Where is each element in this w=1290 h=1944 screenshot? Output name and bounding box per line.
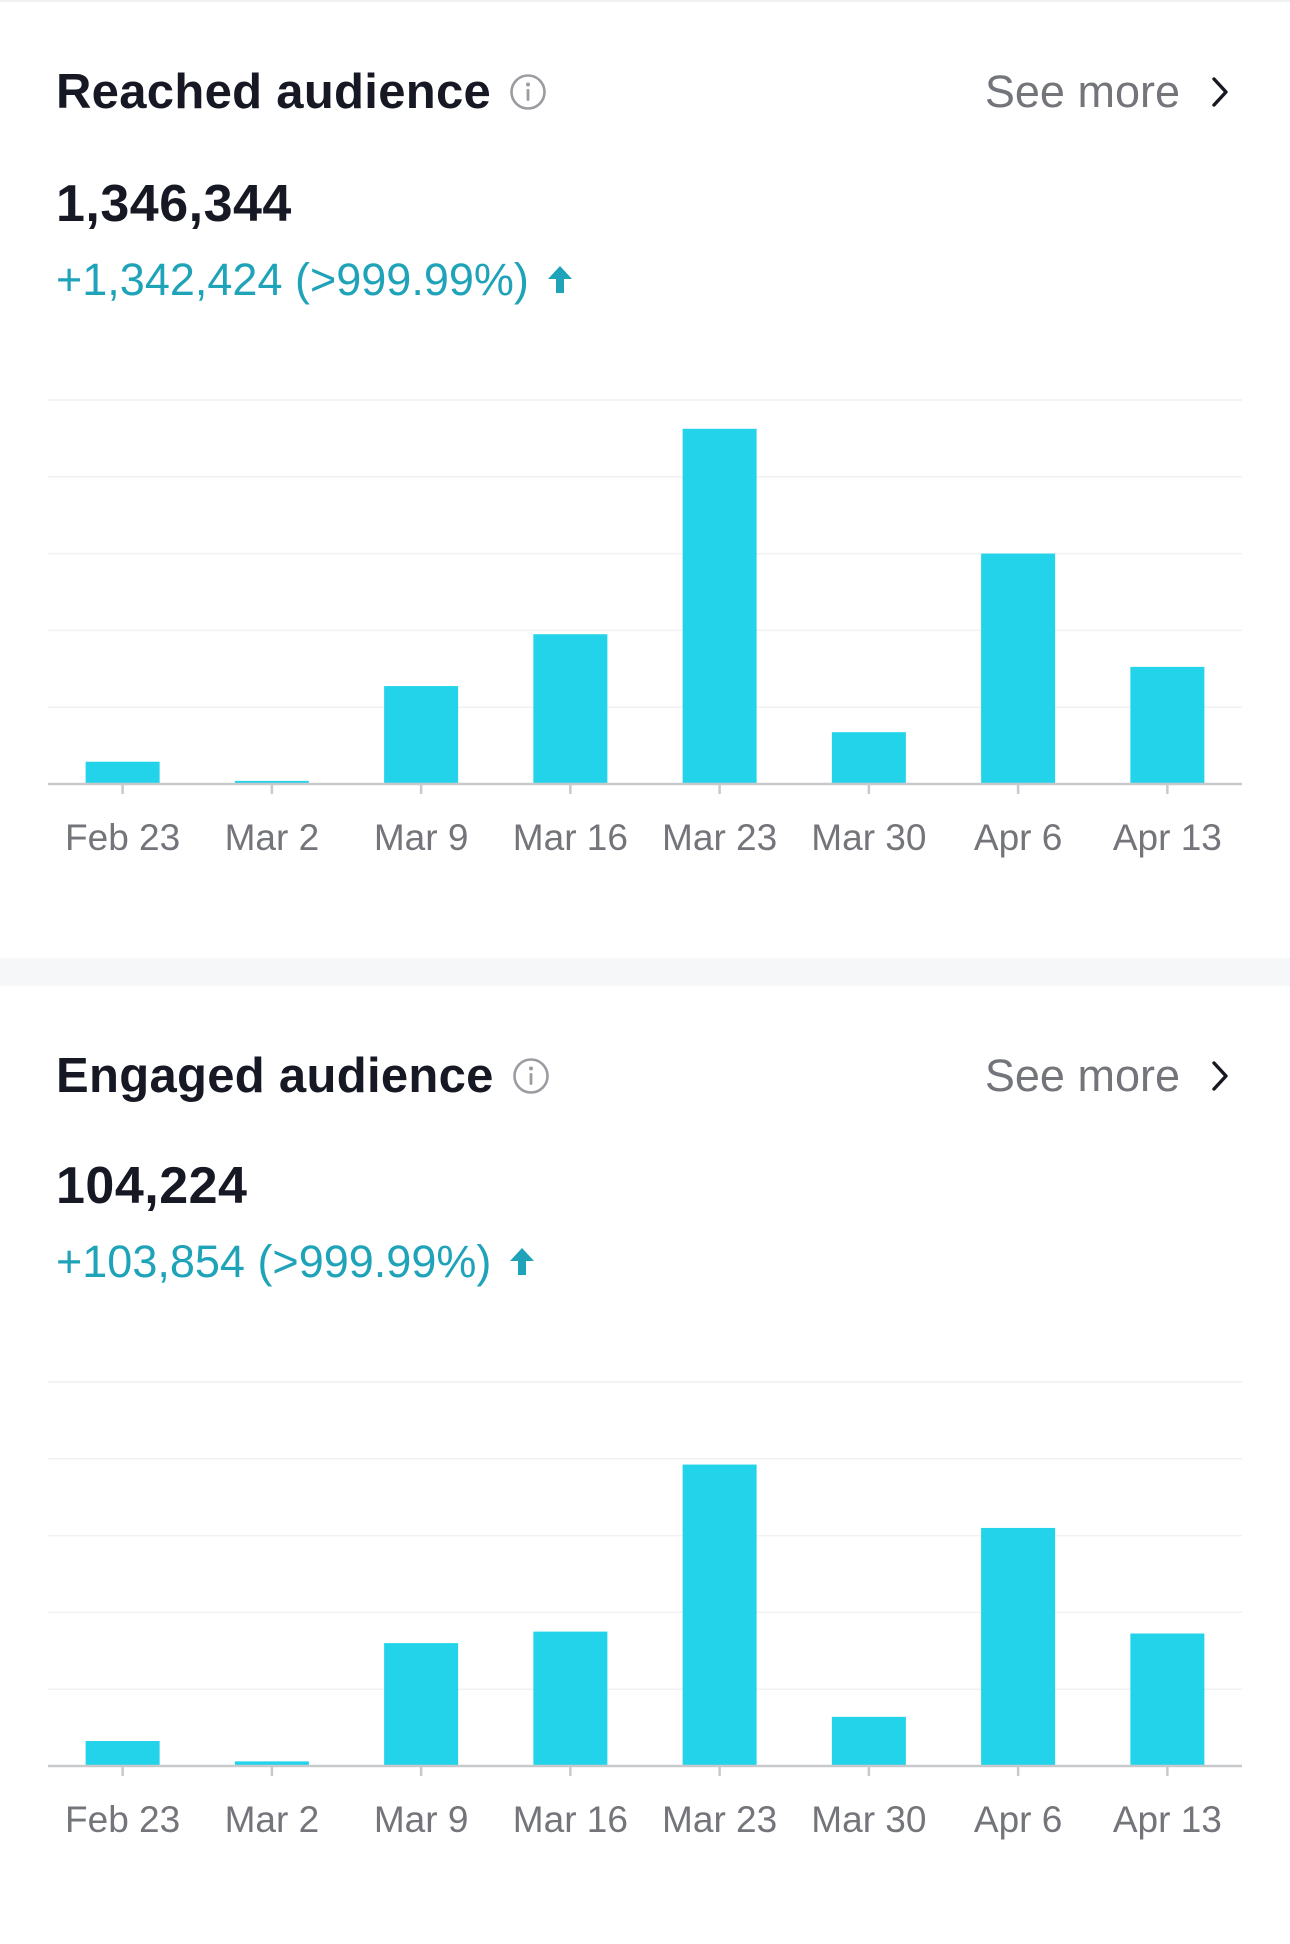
arrow-up-icon	[510, 1248, 535, 1275]
x-tick-label: Mar 30	[811, 1799, 926, 1840]
reached-audience-card: Reached audience See more 1,346,344 +1,3…	[0, 2, 1290, 960]
bar-mar-16	[533, 1631, 608, 1766]
info-circle-icon[interactable]	[509, 73, 547, 111]
section-separator	[0, 958, 1290, 986]
bar-apr-13	[1130, 666, 1205, 784]
see-more-link[interactable]: See more	[985, 66, 1234, 118]
bar-mar-2	[234, 1761, 309, 1766]
engaged-audience-bar-chart: Feb 23 Mar 2 Mar 9 Mar 16 Mar 23 Mar 30 Apr 6 A…	[48, 1381, 1242, 1840]
x-tick-label: Apr 13	[1113, 1799, 1222, 1840]
card-header: Reached audience See more	[56, 60, 1234, 124]
x-tick-label: Feb 23	[65, 1799, 180, 1840]
bar-feb-23	[85, 1741, 160, 1766]
chevron-right-icon	[1212, 77, 1228, 107]
bar-apr-6	[981, 553, 1056, 784]
metric-value: 1,346,344	[56, 175, 292, 233]
x-tick-label: Feb 23	[65, 817, 180, 858]
info-circle-icon[interactable]	[512, 1057, 550, 1095]
bar-mar-9	[384, 1643, 459, 1766]
bar-apr-13	[1130, 1633, 1205, 1766]
metric-change-text: +1,342,424 (>999.99%)	[56, 254, 529, 305]
see-more-label: See more	[984, 66, 1180, 117]
bar-mar-30	[831, 1716, 906, 1766]
metric-change: +1,342,424 (>999.99%)	[56, 254, 575, 306]
x-tick-label: Mar 16	[513, 817, 628, 858]
bar-mar-9	[384, 686, 459, 784]
x-tick-label: Mar 9	[374, 817, 469, 858]
metric-change: +103,854 (>999.99%)	[56, 1236, 537, 1288]
metric-value: 104,224	[56, 1157, 248, 1215]
bar-mar-23	[682, 1464, 757, 1766]
x-tick-label: Apr 6	[974, 817, 1062, 858]
card-header: Engaged audience See more	[56, 1044, 1234, 1108]
bar-mar-30	[831, 732, 906, 784]
bar-feb-23	[85, 761, 160, 784]
bar-apr-6	[981, 1527, 1056, 1766]
bar-mar-16	[533, 634, 608, 784]
x-tick-label: Apr 6	[974, 1799, 1062, 1840]
x-tick-label: Mar 23	[662, 1799, 777, 1840]
engaged-audience-card: Engaged audience See more 104,224 +103,8…	[0, 986, 1290, 1944]
bar-mar-23	[682, 428, 757, 784]
see-more-link[interactable]: See more	[985, 1050, 1234, 1102]
x-tick-label: Mar 23	[662, 817, 777, 858]
card-title: Engaged audience	[56, 1049, 494, 1103]
x-tick-label: Mar 2	[225, 1799, 320, 1840]
top-divider	[0, 0, 1290, 2]
x-tick-label: Apr 13	[1113, 817, 1222, 858]
x-tick-label: Mar 30	[811, 817, 926, 858]
x-tick-label: Mar 2	[225, 817, 320, 858]
x-tick-label: Mar 9	[374, 1799, 469, 1840]
reached-audience-bar-chart: Feb 23 Mar 2 Mar 9 Mar 16 Mar 23 Mar 30 Apr 6 A…	[48, 399, 1242, 858]
bar-mar-2	[234, 780, 309, 784]
card-title: Reached audience	[56, 65, 492, 119]
see-more-label: See more	[984, 1050, 1180, 1101]
chevron-right-icon	[1212, 1061, 1228, 1091]
arrow-up-icon	[547, 266, 572, 293]
metric-change-text: +103,854 (>999.99%)	[56, 1236, 492, 1287]
x-tick-label: Mar 16	[513, 1799, 628, 1840]
